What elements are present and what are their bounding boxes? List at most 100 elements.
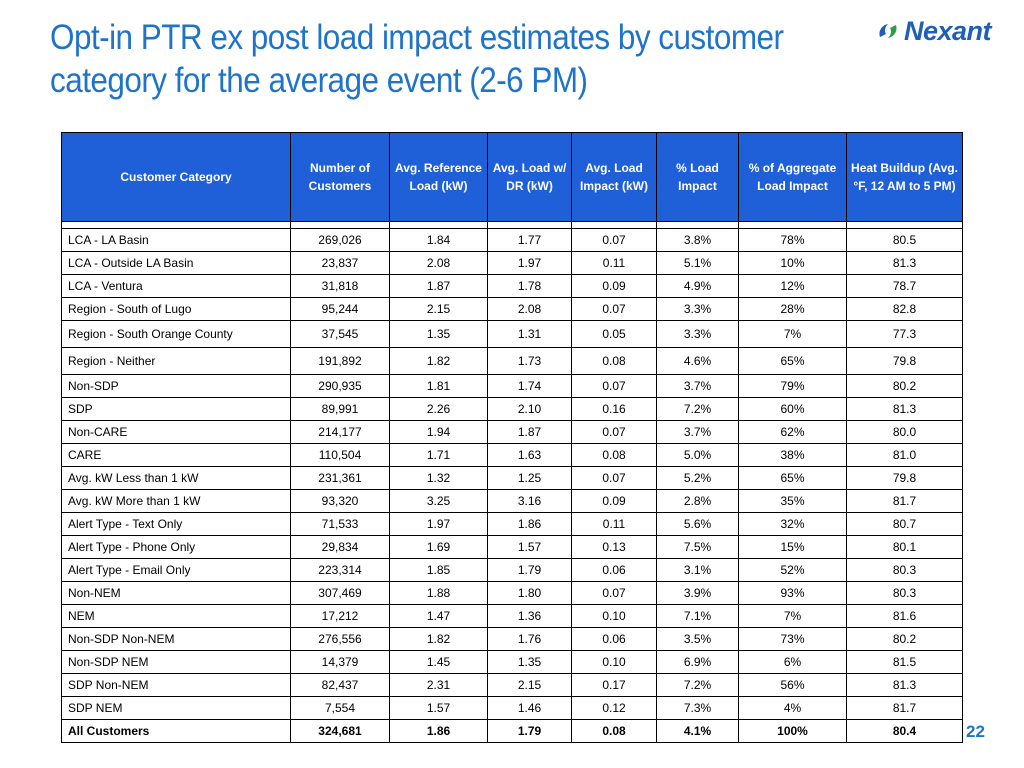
- value-cell: 1.71: [389, 443, 488, 467]
- value-cell: 0.10: [571, 650, 657, 674]
- value-cell: 1.57: [389, 696, 488, 720]
- value-cell: 29,834: [290, 535, 390, 559]
- table-row: Alert Type - Text Only 71,533 1.97 1.86 0.11…: [61, 512, 963, 536]
- column-header: Avg. Reference Load (kW): [389, 132, 488, 222]
- value-cell: 82.8: [846, 297, 963, 321]
- category-cell: Region - South of Lugo: [61, 297, 291, 321]
- value-cell: 73%: [738, 627, 847, 651]
- value-cell: 80.0: [846, 420, 963, 444]
- value-cell: 7%: [738, 604, 847, 628]
- value-cell: 1.85: [389, 558, 488, 582]
- value-cell: 65%: [738, 466, 847, 490]
- value-cell: 80.4: [846, 719, 963, 743]
- value-cell: 0.07: [571, 466, 657, 490]
- value-cell: 3.5%: [656, 627, 739, 651]
- value-cell: 35%: [738, 489, 847, 513]
- value-cell: 15%: [738, 535, 847, 559]
- value-cell: 60%: [738, 397, 847, 421]
- value-cell: 1.97: [487, 251, 572, 275]
- value-cell: 65%: [738, 347, 847, 375]
- value-cell: 0.09: [571, 274, 657, 298]
- value-cell: 2.10: [487, 397, 572, 421]
- value-cell: 0.13: [571, 535, 657, 559]
- header-spacer: [61, 221, 963, 229]
- value-cell: 1.88: [389, 581, 488, 605]
- value-cell: 78%: [738, 228, 847, 252]
- category-cell: Non-SDP: [61, 374, 291, 398]
- value-cell: 1.77: [487, 228, 572, 252]
- spacer-cell: [846, 221, 963, 229]
- column-header: Heat Buildup (Avg. °F, 12 AM to 5 PM): [846, 132, 963, 222]
- value-cell: 1.69: [389, 535, 488, 559]
- value-cell: 7.3%: [656, 696, 739, 720]
- value-cell: 3.7%: [656, 420, 739, 444]
- value-cell: 23,837: [290, 251, 390, 275]
- category-cell: LCA - Ventura: [61, 274, 291, 298]
- value-cell: 4%: [738, 696, 847, 720]
- value-cell: 110,504: [290, 443, 390, 467]
- slide-title-line-2: category for the average event (2-6 PM): [50, 61, 588, 100]
- nexant-logo: Nexant: [876, 14, 1006, 48]
- value-cell: 0.06: [571, 627, 657, 651]
- value-cell: 37,545: [290, 320, 390, 348]
- value-cell: 276,556: [290, 627, 390, 651]
- value-cell: 80.3: [846, 581, 963, 605]
- table-row: Alert Type - Email Only 223,314 1.85 1.79 0.…: [61, 558, 963, 582]
- table-row: Non-SDP 290,935 1.81 1.74 0.07 3.7% 79% 80.2: [61, 374, 963, 398]
- value-cell: 0.10: [571, 604, 657, 628]
- table-header-row: Customer Category Number of Customers Avg.…: [61, 132, 963, 222]
- value-cell: 0.07: [571, 420, 657, 444]
- value-cell: 3.16: [487, 489, 572, 513]
- value-cell: 1.78: [487, 274, 572, 298]
- value-cell: 2.31: [389, 673, 488, 697]
- value-cell: 82,437: [290, 673, 390, 697]
- value-cell: 79%: [738, 374, 847, 398]
- value-cell: 81.5: [846, 650, 963, 674]
- table-body: LCA - LA Basin 269,026 1.84 1.77 0.07 3.8% 78%…: [61, 221, 963, 743]
- value-cell: 0.11: [571, 512, 657, 536]
- value-cell: 1.94: [389, 420, 488, 444]
- value-cell: 4.9%: [656, 274, 739, 298]
- value-cell: 14,379: [290, 650, 390, 674]
- value-cell: 0.05: [571, 320, 657, 348]
- value-cell: 81.7: [846, 696, 963, 720]
- slide-title-line-1: Opt-in PTR ex post load impact estimates…: [50, 18, 784, 57]
- value-cell: 95,244: [290, 297, 390, 321]
- value-cell: 324,681: [290, 719, 390, 743]
- value-cell: 3.25: [389, 489, 488, 513]
- value-cell: 3.3%: [656, 320, 739, 348]
- value-cell: 0.08: [571, 347, 657, 375]
- category-cell: Region - Neither: [61, 347, 291, 375]
- category-cell: SDP NEM: [61, 696, 291, 720]
- column-header: Number of Customers: [290, 132, 390, 222]
- value-cell: 5.6%: [656, 512, 739, 536]
- table-row: Region - South of Lugo 95,244 2.15 2.08 0.07…: [61, 297, 963, 321]
- column-header: Avg. Load w/ DR (kW): [487, 132, 572, 222]
- value-cell: 0.07: [571, 374, 657, 398]
- category-cell: All Customers: [61, 719, 291, 743]
- value-cell: 81.0: [846, 443, 963, 467]
- value-cell: 231,361: [290, 466, 390, 490]
- value-cell: 77.3: [846, 320, 963, 348]
- value-cell: 80.2: [846, 374, 963, 398]
- value-cell: 81.7: [846, 489, 963, 513]
- category-cell: Alert Type - Text Only: [61, 512, 291, 536]
- value-cell: 1.74: [487, 374, 572, 398]
- value-cell: 7.5%: [656, 535, 739, 559]
- table-row: LCA - Ventura 31,818 1.87 1.78 0.09 4.9% 12% 78…: [61, 274, 963, 298]
- value-cell: 1.35: [389, 320, 488, 348]
- value-cell: 1.87: [389, 274, 488, 298]
- value-cell: 7.1%: [656, 604, 739, 628]
- value-cell: 10%: [738, 251, 847, 275]
- value-cell: 0.07: [571, 297, 657, 321]
- value-cell: 62%: [738, 420, 847, 444]
- category-cell: SDP Non-NEM: [61, 673, 291, 697]
- value-cell: 2.08: [389, 251, 488, 275]
- table-row: SDP NEM 7,554 1.57 1.46 0.12 7.3% 4% 81.7: [61, 696, 963, 720]
- value-cell: 1.45: [389, 650, 488, 674]
- table-row: LCA - LA Basin 269,026 1.84 1.77 0.07 3.8% 78%…: [61, 228, 963, 252]
- value-cell: 81.6: [846, 604, 963, 628]
- value-cell: 1.32: [389, 466, 488, 490]
- value-cell: 2.15: [487, 673, 572, 697]
- value-cell: 81.3: [846, 673, 963, 697]
